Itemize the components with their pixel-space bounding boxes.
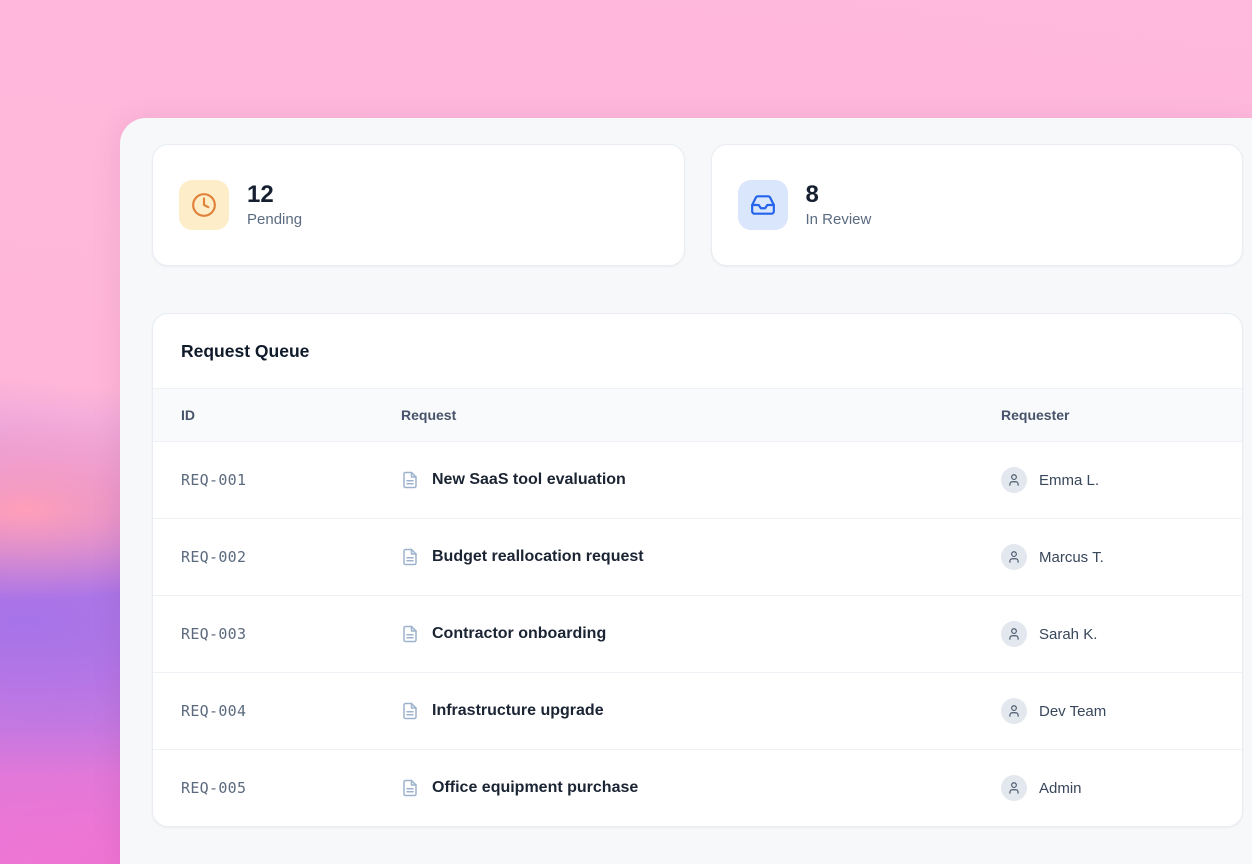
requester-cell: Marcus T. — [1001, 544, 1242, 570]
table-row[interactable]: REQ-005 Office equipment purchase Admin — [153, 749, 1242, 826]
request-title: Budget reallocation request — [432, 548, 644, 565]
requester-name: Dev Team — [1039, 702, 1107, 720]
requester-name: Sarah K. — [1039, 625, 1098, 643]
request-title: Contractor onboarding — [432, 625, 607, 642]
table-row[interactable]: REQ-003 Contractor onboarding Sarah K. — [153, 595, 1242, 672]
stat-text: 8 In Review — [805, 180, 872, 229]
stat-label: In Review — [805, 211, 872, 229]
request-id: REQ-005 — [181, 779, 247, 797]
requester-name: Emma L. — [1039, 471, 1100, 489]
request-cell: Infrastructure upgrade — [401, 702, 1001, 720]
user-avatar-icon — [1001, 467, 1027, 493]
request-id: REQ-003 — [181, 625, 247, 643]
table-header-row: ID Request Requester — [153, 389, 1242, 441]
file-text-icon — [401, 779, 419, 797]
requester-name: Marcus T. — [1039, 548, 1104, 566]
inbox-icon — [737, 180, 788, 230]
requester-cell: Admin — [1001, 775, 1242, 801]
request-cell: Contractor onboarding — [401, 625, 1001, 643]
table-row[interactable]: REQ-001 New SaaS tool evaluation Emma L. — [153, 441, 1242, 518]
stat-card-pending: 12 Pending — [152, 144, 685, 266]
requester-name: Admin — [1039, 779, 1082, 797]
column-header-id: ID — [181, 407, 195, 423]
request-title: Infrastructure upgrade — [432, 702, 604, 719]
request-title: New SaaS tool evaluation — [432, 471, 626, 488]
requester-cell: Sarah K. — [1001, 621, 1242, 647]
request-queue-card: Request Queue ID Request Requester REQ-0… — [152, 313, 1243, 827]
request-title: Office equipment purchase — [432, 779, 639, 796]
request-cell: Budget reallocation request — [401, 548, 1001, 566]
request-cell: Office equipment purchase — [401, 779, 1001, 797]
requester-cell: Emma L. — [1001, 467, 1242, 493]
stats-row: 12 Pending 8 In Review — [152, 144, 1243, 266]
file-text-icon — [401, 548, 419, 566]
stat-text: 12 Pending — [247, 180, 303, 229]
stat-value: 8 — [805, 180, 819, 208]
stat-label: Pending — [247, 211, 303, 229]
request-id: REQ-001 — [181, 471, 247, 489]
requester-cell: Dev Team — [1001, 698, 1242, 724]
request-cell: New SaaS tool evaluation — [401, 471, 1001, 489]
page-title: Request Queue — [153, 314, 1242, 389]
table-row[interactable]: REQ-004 Infrastructure upgrade Dev Team — [153, 672, 1242, 749]
user-avatar-icon — [1001, 698, 1027, 724]
request-id: REQ-004 — [181, 702, 247, 720]
dashboard-content: 12 Pending 8 In Review — [152, 144, 1243, 827]
file-text-icon — [401, 471, 419, 489]
column-header-request: Request — [401, 407, 457, 423]
file-text-icon — [401, 702, 419, 720]
stat-card-in-review: 8 In Review — [710, 144, 1243, 266]
column-header-requester: Requester — [1001, 407, 1070, 423]
user-avatar-icon — [1001, 775, 1027, 801]
request-id: REQ-002 — [181, 548, 247, 566]
clock-icon — [179, 180, 229, 230]
user-avatar-icon — [1001, 544, 1027, 570]
stat-value: 12 — [247, 180, 274, 208]
user-avatar-icon — [1001, 621, 1027, 647]
table-row[interactable]: REQ-002 Budget reallocation request Marc… — [153, 518, 1242, 595]
file-text-icon — [401, 625, 419, 643]
dashboard-panel: 12 Pending 8 In Review — [120, 118, 1252, 864]
